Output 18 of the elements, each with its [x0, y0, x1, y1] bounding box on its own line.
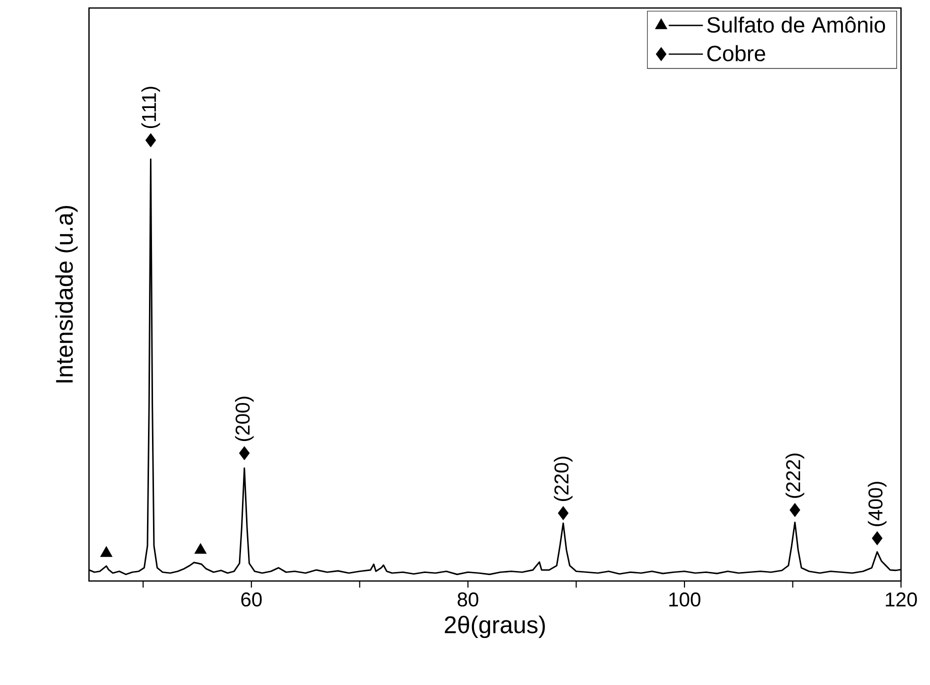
x-tick-label: 120 — [886, 592, 917, 607]
annotation: (222) — [786, 454, 804, 498]
y-axis-title: Intensidade (u.a) — [55, 206, 78, 382]
point — [790, 503, 800, 517]
legend-label: Cobre — [707, 45, 766, 62]
x-tick-label: 100 — [669, 592, 700, 607]
annotation: (111) — [141, 86, 160, 128]
point — [558, 506, 568, 520]
point — [145, 133, 156, 148]
annotation: (220) — [554, 456, 573, 501]
legend-label: Sulfato de Amônio — [707, 16, 886, 33]
annotation: (400) — [868, 482, 887, 526]
x-tick-label: 60 — [241, 592, 262, 607]
x-tick-label: 80 — [458, 592, 478, 607]
annotation: (200) — [235, 396, 254, 442]
point — [872, 531, 882, 546]
x-axis-title: 2θ(graus) — [444, 616, 545, 638]
point — [239, 446, 250, 460]
